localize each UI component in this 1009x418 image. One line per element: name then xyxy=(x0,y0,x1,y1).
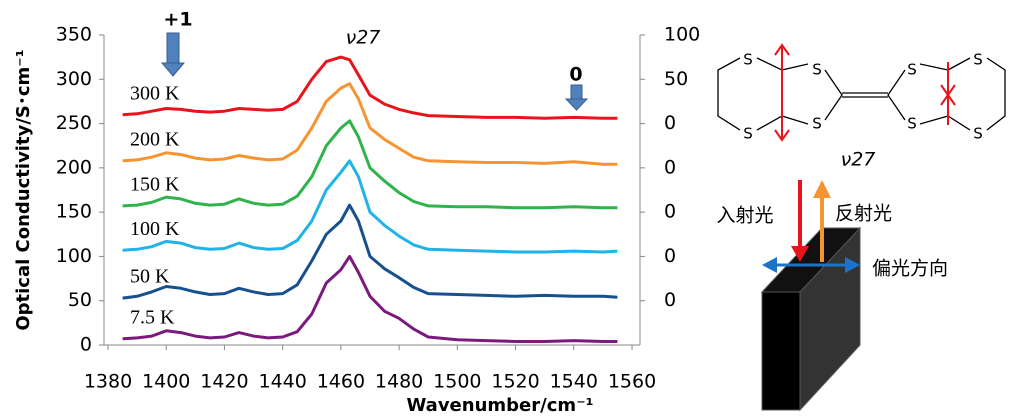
atom-label: S xyxy=(812,61,822,79)
x-tick-label: 1480 xyxy=(375,371,423,393)
x-tick-label: 1400 xyxy=(142,371,190,393)
atom-label: S xyxy=(812,115,822,133)
x-tick-label: 1440 xyxy=(258,371,306,393)
series-line xyxy=(122,119,618,210)
atom-label: S xyxy=(907,115,917,133)
series-label: 50 K xyxy=(130,266,170,288)
y2-tick-label: 0 xyxy=(664,201,676,223)
polarization-label: 偏光方向 xyxy=(872,258,948,280)
y2-tick-label: 0 xyxy=(664,156,676,178)
series-line xyxy=(122,203,618,300)
series-line xyxy=(122,254,618,343)
y2-tick-label: 100 xyxy=(664,24,700,46)
peak-label: ν27 xyxy=(346,27,381,49)
reflected-label: 反射光 xyxy=(835,203,892,225)
y-tick-label: 100 xyxy=(56,245,92,267)
atom-label: S xyxy=(973,51,983,69)
x-tick-label: 1540 xyxy=(550,371,598,393)
y-tick-label: 0 xyxy=(80,334,92,356)
atom-label: S xyxy=(743,125,753,143)
molecule xyxy=(717,43,1006,142)
arrow xyxy=(166,32,180,66)
x-tick-label: 1420 xyxy=(200,371,248,393)
y-tick-label: 200 xyxy=(56,156,92,178)
atom-label: S xyxy=(907,61,917,79)
series-label: 300 K xyxy=(130,82,180,104)
x-tick-label: 1460 xyxy=(317,371,365,393)
x-tick-label: 1500 xyxy=(433,371,481,393)
x-axis-title: Wavenumber/cm⁻¹ xyxy=(406,395,593,416)
sample xyxy=(760,180,862,412)
y-tick-label: 50 xyxy=(68,289,92,311)
arrow xyxy=(160,62,186,77)
x-tick-label: 1560 xyxy=(608,371,656,393)
mode-label: ν27 xyxy=(841,149,876,171)
incident-label: 入射光 xyxy=(716,205,773,227)
atom-label: S xyxy=(743,51,753,69)
x-tick-label: 1380 xyxy=(84,371,132,393)
annotation: 0 xyxy=(569,64,582,86)
y-axis-title: Optical Conductivity/S･cm⁻¹ xyxy=(13,49,34,330)
series-line xyxy=(122,82,618,166)
series-label: 100 K xyxy=(130,218,180,240)
annotation: +1 xyxy=(163,9,192,31)
y2-tick-label: 0 xyxy=(664,289,676,311)
y-tick-label: 350 xyxy=(56,24,92,46)
y2-tick-label: 0 xyxy=(664,112,676,134)
y-tick-label: 300 xyxy=(56,68,92,90)
atom-label: S xyxy=(973,125,983,143)
y2-tick-label: 50 xyxy=(664,68,688,90)
x-tick-label: 1520 xyxy=(491,371,539,393)
series-label: 7.5 K xyxy=(130,306,175,328)
series-label: 150 K xyxy=(130,174,180,196)
y2-tick-label: 0 xyxy=(664,245,676,267)
arrow xyxy=(564,98,589,111)
series-line xyxy=(122,159,618,254)
y-tick-label: 150 xyxy=(56,201,92,223)
series-label: 200 K xyxy=(130,128,180,150)
y-tick-label: 250 xyxy=(56,112,92,134)
series-line xyxy=(122,55,618,120)
